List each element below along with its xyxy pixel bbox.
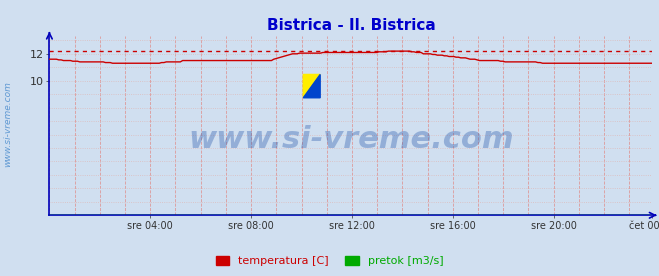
Text: www.si-vreme.com: www.si-vreme.com	[188, 125, 514, 155]
Title: Bistrica - Il. Bistrica: Bistrica - Il. Bistrica	[266, 18, 436, 33]
Text: www.si-vreme.com: www.si-vreme.com	[3, 81, 13, 167]
Polygon shape	[303, 75, 320, 98]
Legend: temperatura [C], pretok [m3/s]: temperatura [C], pretok [m3/s]	[212, 251, 447, 270]
Polygon shape	[303, 75, 320, 98]
